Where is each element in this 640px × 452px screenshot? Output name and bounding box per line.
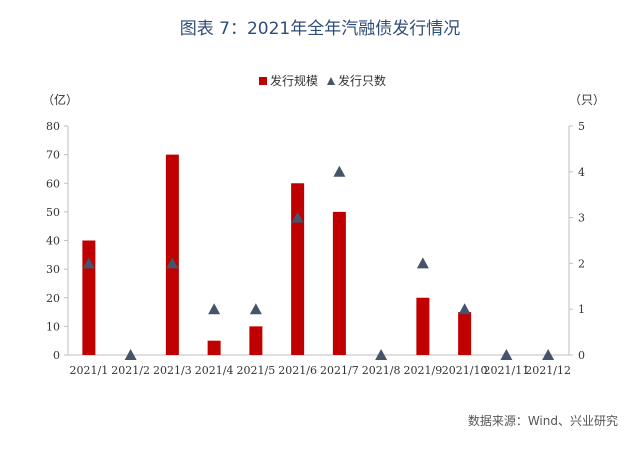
x-tick-label: 2021/11 (484, 364, 530, 377)
triangle-marker-2021/11 (500, 349, 513, 360)
left-axis-unit: （亿） (42, 92, 78, 107)
left-tick-label: 60 (46, 177, 60, 190)
left-tick-label: 40 (46, 235, 60, 248)
legend-triangle-swatch (327, 77, 335, 85)
triangle-marker-2021/6 (291, 211, 304, 223)
x-tick-label: 2021/3 (153, 364, 192, 377)
legend-label-triangle: 发行只数 (338, 73, 386, 88)
triangle-marker-2021/2 (124, 349, 137, 360)
x-tick-label: 2021/5 (237, 364, 276, 377)
left-tick-label: 30 (46, 263, 60, 276)
bar-2021/9 (416, 297, 430, 355)
right-tick-label: 4 (578, 166, 585, 179)
triangle-marker-2021/7 (333, 165, 346, 177)
left-tick-label: 10 (46, 320, 60, 333)
bar-2021/1 (82, 240, 96, 355)
x-tick-label: 2021/1 (70, 364, 109, 377)
x-tick-label: 2021/10 (442, 364, 488, 377)
bar-2021/5 (249, 326, 263, 355)
axis-units: （亿） （只） (42, 92, 605, 107)
triangle-marker-2021/10 (458, 303, 471, 315)
triangle-marker-2021/12 (542, 349, 555, 360)
chart-title: 图表 7：2021年全年汽融债发行情况 (179, 19, 461, 39)
legend-label-bar: 发行规模 (270, 73, 318, 88)
bar-series (82, 154, 472, 355)
left-tick-label: 0 (53, 349, 60, 362)
source-note: 数据来源：Wind、兴业研究 (467, 414, 618, 428)
x-tick-label: 2021/7 (320, 364, 359, 377)
x-tick-label: 2021/6 (278, 364, 317, 377)
bar-2021/3 (165, 154, 179, 355)
right-tick-label: 1 (578, 303, 585, 316)
x-tick-label: 2021/9 (404, 364, 443, 377)
bar-2021/4 (207, 340, 221, 355)
triangle-marker-2021/8 (375, 349, 388, 360)
triangle-marker-2021/5 (249, 303, 262, 315)
bar-2021/7 (332, 211, 346, 355)
axes (64, 125, 573, 356)
left-tick-label: 70 (46, 149, 60, 162)
bar-2021/10 (458, 312, 472, 355)
bar-2021/6 (291, 183, 305, 355)
left-tick-label: 80 (46, 120, 60, 133)
x-tick-label: 2021/2 (111, 364, 150, 377)
right-tick-label: 5 (578, 120, 585, 133)
right-tick-label: 2 (578, 257, 585, 270)
left-tick-label: 50 (46, 206, 60, 219)
right-tick-label: 0 (578, 349, 585, 362)
legend-bar-swatch (259, 77, 267, 85)
legend: 发行规模 发行只数 (259, 73, 386, 88)
triangle-marker-2021/3 (166, 257, 179, 269)
x-tick-label: 2021/8 (362, 364, 401, 377)
right-axis-unit: （只） (569, 93, 605, 107)
x-tick-label: 2021/12 (525, 364, 571, 377)
triangle-series (82, 165, 555, 360)
triangle-marker-2021/9 (416, 257, 429, 269)
triangle-marker-2021/1 (82, 257, 95, 269)
x-tick-label: 2021/4 (195, 364, 234, 377)
right-tick-label: 3 (578, 212, 585, 225)
left-tick-label: 20 (46, 292, 60, 305)
triangle-marker-2021/4 (208, 303, 221, 315)
